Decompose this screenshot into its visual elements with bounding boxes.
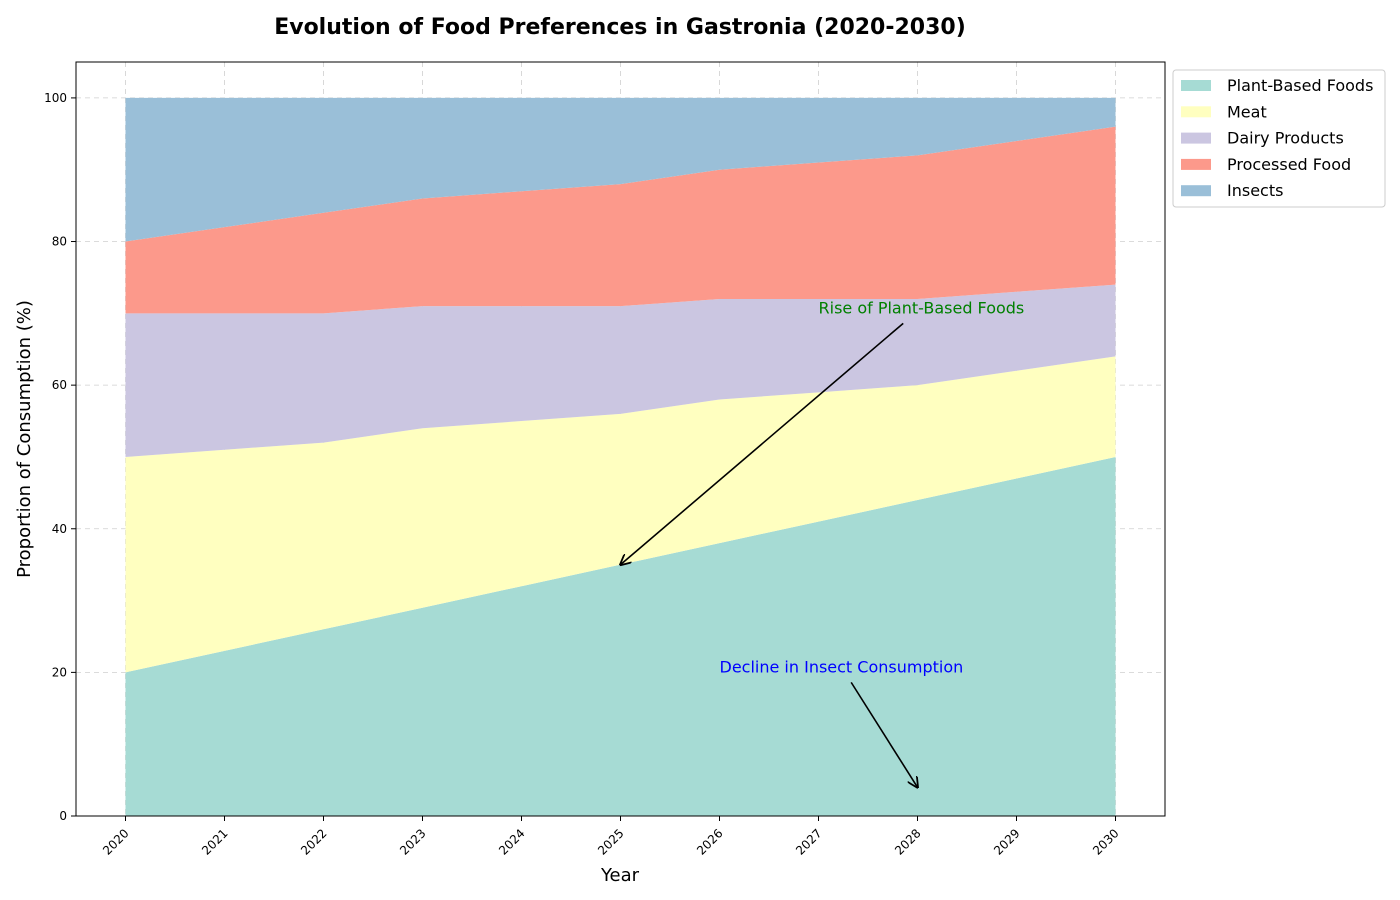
y-axis-label: Proportion of Consumption (%) <box>14 300 35 578</box>
legend-label: Plant-Based Foods <box>1227 76 1373 95</box>
y-tick-label: 100 <box>44 91 67 105</box>
x-tick-label: 2021 <box>199 826 230 857</box>
chart-title: Evolution of Food Preferences in Gastron… <box>274 15 966 40</box>
area-series-4 <box>125 97 1116 242</box>
legend-swatch <box>1181 106 1211 118</box>
annotation-arrow-1 <box>850 681 917 787</box>
area-series-0 <box>125 456 1116 816</box>
area-series-2 <box>125 284 1116 457</box>
legend-swatch <box>1181 158 1211 170</box>
area-series-3 <box>125 126 1116 314</box>
legend-label: Meat <box>1227 102 1267 121</box>
x-tick-label: 2028 <box>892 826 923 857</box>
annotation-text-0: Rise of Plant-Based Foods <box>819 298 1025 317</box>
x-tick-label: 2023 <box>397 826 428 857</box>
y-tick-label: 80 <box>52 235 67 249</box>
x-axis-ticks: 2020 2021 2022 2023 2024 2025 2026 2027 2028 2029… <box>100 816 1122 858</box>
x-tick-label: 2025 <box>595 826 626 857</box>
x-tick-label: 2026 <box>694 826 725 857</box>
legend-label: Processed Food <box>1227 155 1351 174</box>
annotations: Rise of Plant-Based Foods Decline in Inse… <box>621 298 1025 787</box>
annotation-text-1: Decline in Insect Consumption <box>720 657 964 676</box>
legend-swatch <box>1181 132 1211 144</box>
legend-swatch <box>1181 80 1211 91</box>
legend-label: Dairy Products <box>1227 129 1344 148</box>
y-tick-label: 0 <box>59 809 67 823</box>
x-tick-label: 2030 <box>1090 826 1121 857</box>
y-tick-label: 20 <box>52 665 67 679</box>
x-tick-label: 2022 <box>298 826 329 857</box>
y-tick-label: 40 <box>52 522 67 536</box>
x-tick-label: 2027 <box>793 826 824 857</box>
y-axis-ticks: 0 20 40 60 80 100 <box>44 91 76 823</box>
plot-frame <box>75 61 1166 817</box>
legend-swatch <box>1181 185 1211 197</box>
y-tick-label: 60 <box>52 378 67 392</box>
legend-box <box>1172 69 1386 208</box>
x-tick-label: 2020 <box>100 826 131 857</box>
legend: Plant-Based Foods Meat Dairy Products Proce… <box>1172 69 1386 208</box>
legend-label: Insects <box>1227 181 1283 200</box>
x-tick-label: 2024 <box>496 826 527 857</box>
x-tick-label: 2029 <box>991 826 1022 857</box>
annotation-arrow-0 <box>621 322 904 564</box>
series-areas <box>125 97 1116 816</box>
x-axis-label: Year <box>600 865 640 886</box>
